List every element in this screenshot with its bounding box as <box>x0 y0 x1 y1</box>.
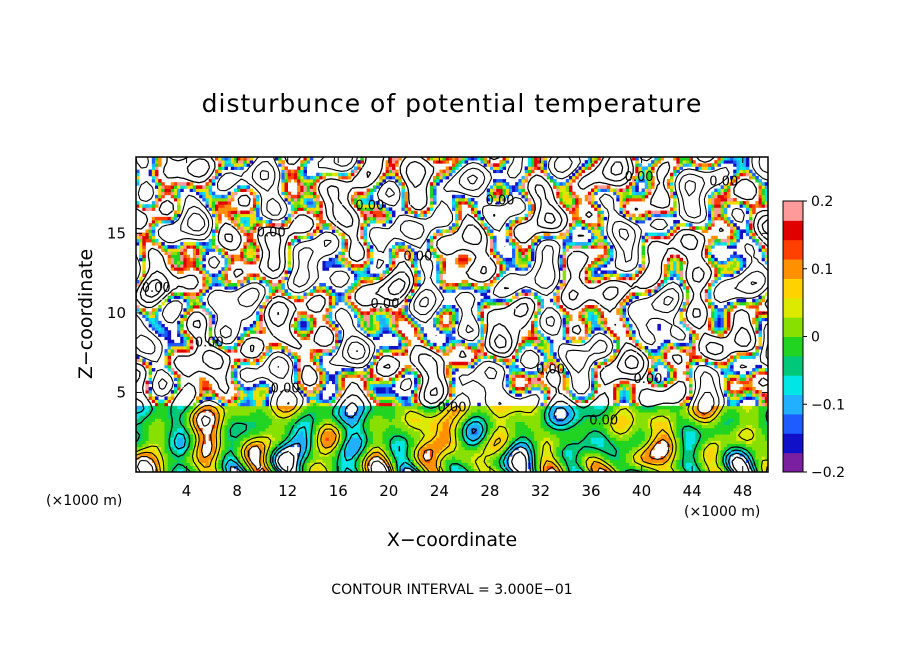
contour-label: 0.00 <box>257 226 286 241</box>
x-tick-label: 24 <box>430 482 449 500</box>
x-tick-label: 36 <box>581 482 600 500</box>
colorbar-swatch <box>783 413 803 434</box>
y-unit-label: (×1000 m) <box>46 493 122 509</box>
colorbar-swatch <box>783 394 803 415</box>
contour-label: 0.00 <box>633 372 662 387</box>
colorbar-tick-label: 0.1 <box>811 262 833 278</box>
colorbar-swatch <box>783 297 803 318</box>
negative-contour <box>136 157 768 472</box>
contour-label: 0.00 <box>486 194 515 209</box>
plot-area: 0.00 0.00 0.00 0.00 0.00 0.00 0.00 0.00 0.00 0.00… <box>107 156 769 500</box>
x-axis-label: X−coordinate <box>387 529 517 551</box>
contour-label: 0.00 <box>371 297 400 312</box>
negative-contour <box>136 157 768 472</box>
colorbar-swatches <box>783 201 803 473</box>
x-tick-label: 20 <box>379 482 398 500</box>
negative-contour <box>144 161 768 472</box>
x-tick-label: 8 <box>232 482 242 500</box>
colorbar-swatch <box>783 433 803 454</box>
colorbar-tick-label: −0.1 <box>811 397 845 413</box>
colorbar-swatch <box>783 201 803 221</box>
x-tick-label: 48 <box>733 482 752 500</box>
contour-label: 0.00 <box>271 381 300 396</box>
contour-label: 0.00 <box>709 175 738 190</box>
contour-label: 0.00 <box>625 170 654 185</box>
colorbar-swatch <box>783 278 803 299</box>
x-tick-label: 4 <box>182 482 192 500</box>
colorbar-ticks: 0.2 0.1 0 −0.1 −0.2 <box>803 194 845 481</box>
x-unit-label: (×1000 m) <box>684 504 760 520</box>
plot-frame <box>135 156 769 473</box>
contour-label: 0.00 <box>536 362 565 377</box>
x-axis-ticks: 4 8 12 16 20 24 28 32 36 40 44 48 <box>182 157 752 500</box>
y-tick-label: 5 <box>116 383 126 401</box>
colorbar-swatch <box>783 220 803 241</box>
y-axis-ticks: 5 10 15 <box>107 224 768 401</box>
colorbar-swatch <box>783 336 803 357</box>
colorbar-tick-label: 0.2 <box>811 194 833 210</box>
colorbar-tick-label: −0.2 <box>811 465 845 481</box>
contour-interval-note: CONTOUR INTERVAL = 3.000E−01 <box>331 582 572 598</box>
contour-label: 0.00 <box>403 249 432 264</box>
colorbar-swatch <box>783 239 803 260</box>
x-tick-label: 32 <box>531 482 550 500</box>
positive-contour <box>136 350 388 472</box>
colorbar-swatch <box>783 355 803 376</box>
y-tick-label: 10 <box>107 304 126 322</box>
x-tick-label: 40 <box>632 482 651 500</box>
contour-label: 0.00 <box>438 401 467 416</box>
y-axis-label: Z−coordinate <box>75 249 97 379</box>
x-tick-label: 28 <box>480 482 499 500</box>
colorbar-swatch <box>783 259 803 279</box>
x-tick-label: 44 <box>683 482 702 500</box>
positive-contour <box>136 157 768 472</box>
colorbar-swatch <box>783 452 803 473</box>
y-tick-label: 15 <box>107 224 126 242</box>
x-tick-label: 12 <box>278 482 297 500</box>
colorbar-tick-label: 0 <box>811 330 820 346</box>
colorbar: 0.2 0.1 0 −0.1 −0.2 <box>782 194 845 481</box>
contour-label: 0.00 <box>589 413 618 428</box>
contour-label: 0.00 <box>355 199 384 214</box>
contour-label: 0.00 <box>195 335 224 350</box>
colorbar-swatch <box>783 317 803 337</box>
field-image <box>136 157 768 472</box>
contour-label: 0.00 <box>142 281 171 296</box>
contour-labels: 0.00 0.00 0.00 0.00 0.00 0.00 0.00 0.00 0.00 0.00… <box>142 170 738 428</box>
positive-contour <box>136 157 768 472</box>
chart-title: disturbunce of potential temperature <box>202 89 703 118</box>
x-tick-label: 16 <box>329 482 348 500</box>
colorbar-swatch <box>783 375 803 396</box>
